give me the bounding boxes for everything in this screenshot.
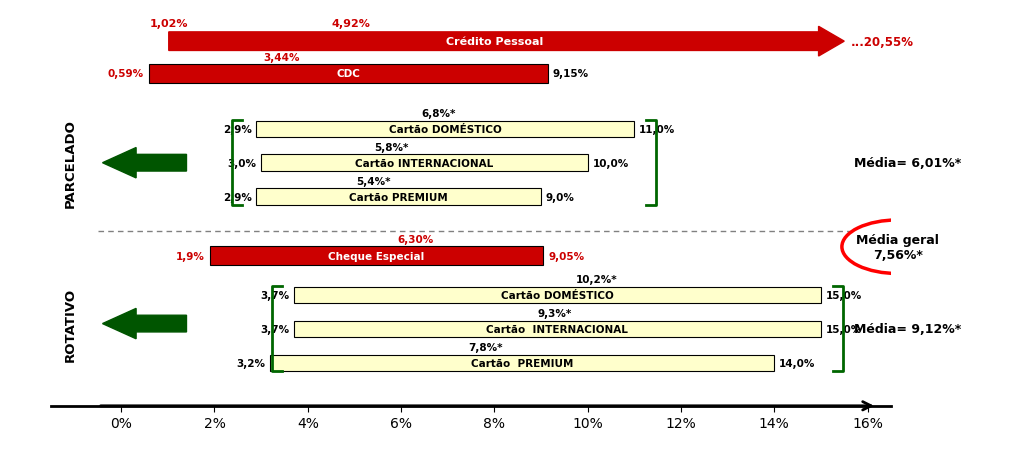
FancyArrow shape bbox=[102, 308, 186, 339]
Text: 9,0%: 9,0% bbox=[546, 192, 574, 202]
Text: 10,0%: 10,0% bbox=[592, 158, 629, 168]
Text: 9,3%*: 9,3%* bbox=[538, 308, 572, 318]
Text: 2,9%: 2,9% bbox=[223, 124, 252, 134]
Text: 15,0%: 15,0% bbox=[825, 290, 862, 300]
Text: 4,92%: 4,92% bbox=[331, 18, 370, 28]
Text: 11,0%: 11,0% bbox=[639, 124, 675, 134]
Text: Média= 6,01%*: Média= 6,01%* bbox=[854, 157, 961, 170]
Bar bbox=[148, 65, 548, 83]
Text: Média geral
7,56%*: Média geral 7,56%* bbox=[856, 233, 939, 261]
FancyArrow shape bbox=[102, 148, 186, 179]
Text: 3,44%: 3,44% bbox=[263, 52, 300, 62]
Text: 5,4%*: 5,4%* bbox=[355, 176, 390, 187]
Text: ...20,55%: ...20,55% bbox=[851, 36, 914, 49]
Text: Cheque Especial: Cheque Especial bbox=[329, 251, 425, 261]
Text: Crédito Pessoal: Crédito Pessoal bbox=[446, 37, 544, 47]
Text: 3,0%: 3,0% bbox=[227, 158, 256, 168]
Text: CDC: CDC bbox=[337, 69, 360, 79]
Text: Cartão INTERNACIONAL: Cartão INTERNACIONAL bbox=[355, 158, 494, 168]
Text: 14,0%: 14,0% bbox=[779, 358, 815, 368]
Text: ROTATIVO: ROTATIVO bbox=[63, 287, 77, 361]
Text: 6,8%*: 6,8%* bbox=[421, 109, 456, 119]
Text: 3,7%: 3,7% bbox=[260, 290, 289, 300]
Text: 9,05%: 9,05% bbox=[548, 251, 584, 261]
Text: Cartão DOMÉSTICO: Cartão DOMÉSTICO bbox=[389, 124, 502, 134]
Bar bbox=[270, 355, 774, 371]
Text: 10,2%*: 10,2%* bbox=[577, 275, 617, 285]
Text: 3,2%: 3,2% bbox=[237, 358, 266, 368]
Bar bbox=[256, 121, 634, 138]
Text: 3,7%: 3,7% bbox=[260, 324, 289, 334]
Text: 7,8%*: 7,8%* bbox=[468, 342, 503, 352]
Text: Cartão PREMIUM: Cartão PREMIUM bbox=[349, 192, 449, 202]
Text: 15,0%: 15,0% bbox=[825, 324, 862, 334]
Text: PARCELADO: PARCELADO bbox=[63, 119, 77, 207]
Bar bbox=[256, 189, 541, 206]
Text: 6,30%: 6,30% bbox=[397, 235, 433, 244]
Text: 5,8%*: 5,8%* bbox=[375, 143, 409, 152]
Bar bbox=[294, 321, 821, 337]
Text: 0,59%: 0,59% bbox=[108, 69, 144, 79]
Bar bbox=[261, 155, 588, 171]
Text: Cartão  INTERNACIONAL: Cartão INTERNACIONAL bbox=[486, 324, 629, 334]
Text: Cartão DOMÉSTICO: Cartão DOMÉSTICO bbox=[501, 290, 613, 300]
Bar bbox=[294, 287, 821, 304]
Bar bbox=[210, 247, 544, 265]
Text: 1,02%: 1,02% bbox=[150, 18, 188, 28]
Text: 9,15%: 9,15% bbox=[553, 69, 589, 79]
Text: Média= 9,12%*: Média= 9,12%* bbox=[854, 323, 961, 336]
Text: 1,9%: 1,9% bbox=[176, 251, 205, 261]
Ellipse shape bbox=[842, 221, 954, 274]
FancyArrow shape bbox=[169, 27, 844, 57]
Text: Cartão  PREMIUM: Cartão PREMIUM bbox=[471, 358, 573, 368]
Text: 2,9%: 2,9% bbox=[223, 192, 252, 202]
